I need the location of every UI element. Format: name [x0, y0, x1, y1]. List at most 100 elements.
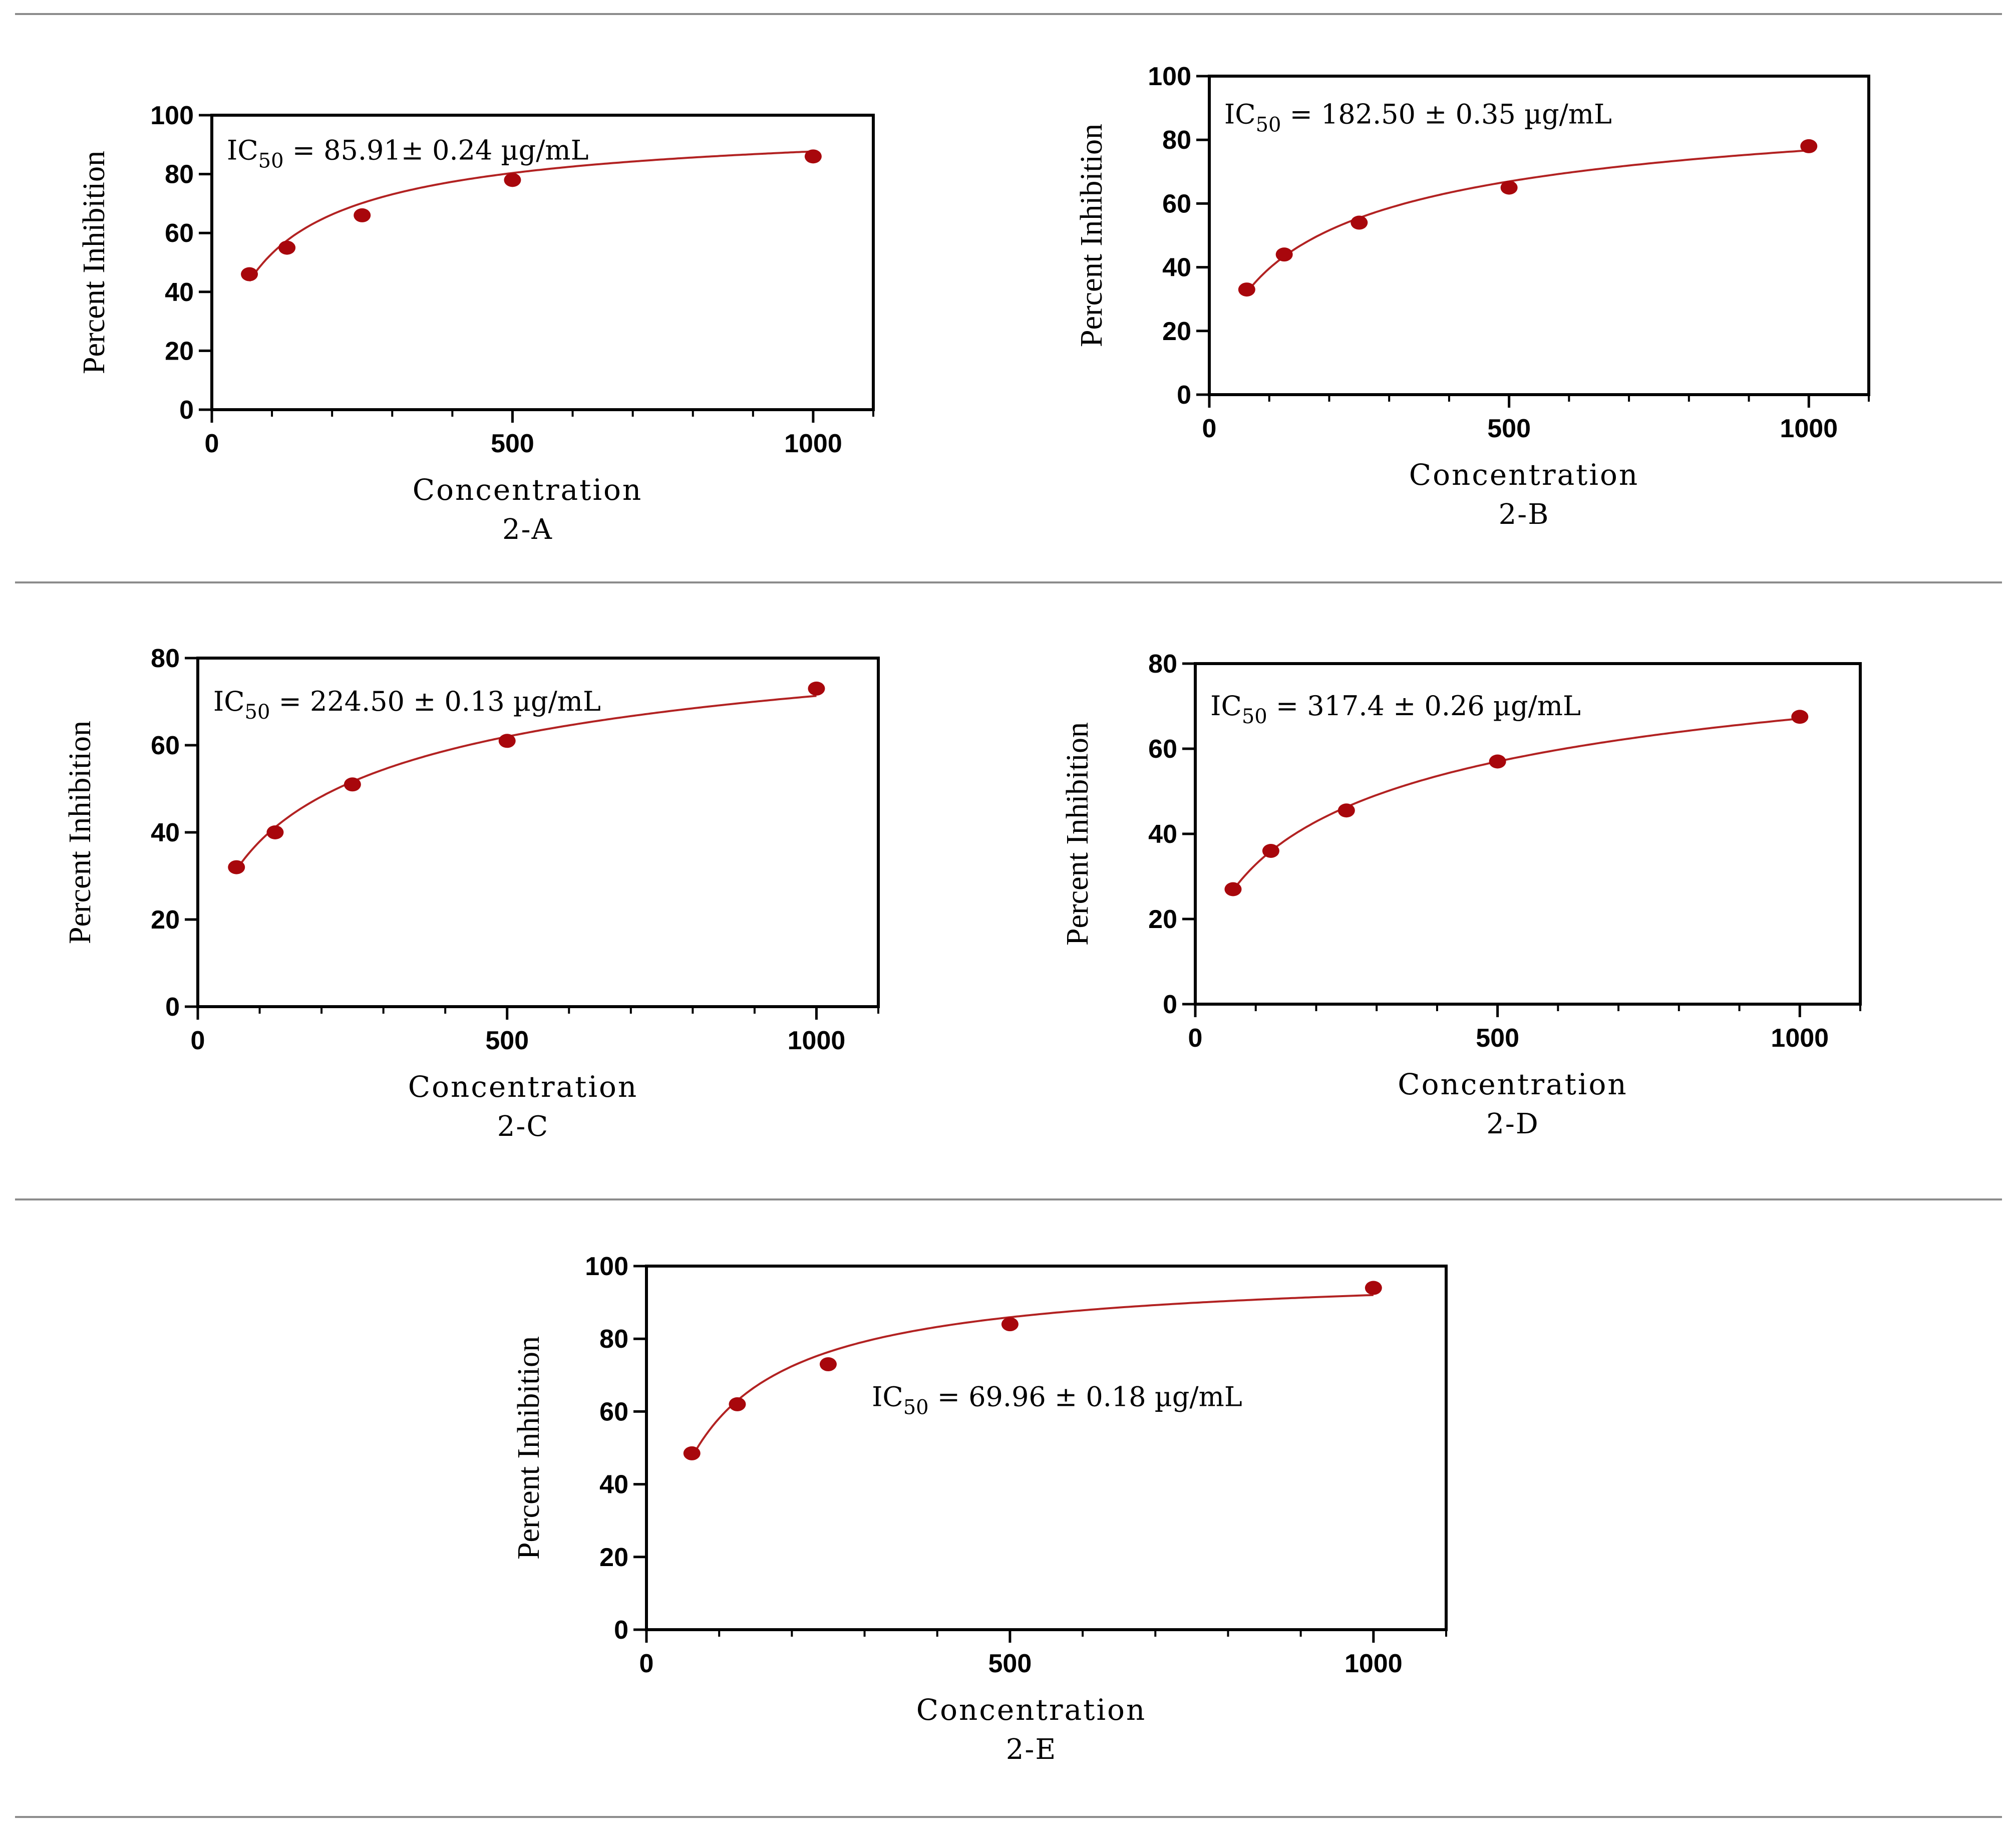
x-tick-label: 1000	[784, 429, 842, 458]
y-axis-title: Percent Inhibition	[1061, 722, 1095, 946]
data-point	[1238, 282, 1255, 297]
divider-lines	[15, 13, 2002, 1818]
ic50-prefix: IC	[227, 135, 258, 166]
x-tick-label: 0	[1202, 414, 1217, 443]
ic50-annotation: IC50 = 317.4 ± 0.26 µg/mL	[1210, 690, 1581, 728]
x-tick-label: 500	[491, 429, 534, 458]
ic50-value: = 69.96 ± 0.18 µg/mL	[929, 1381, 1242, 1412]
ic50-prefix: IC	[213, 686, 245, 717]
data-point	[1262, 844, 1279, 858]
y-axis-title: Percent Inhibition	[512, 1336, 546, 1560]
plot-frame	[645, 1265, 1448, 1631]
panel-label: 2-D	[1486, 1108, 1539, 1140]
data-point	[228, 860, 245, 874]
fit-curve	[1246, 149, 1809, 293]
ic50-subscript: 50	[258, 150, 284, 173]
ic50-value: = 85.91± 0.24 µg/mL	[284, 135, 589, 166]
y-tick-label: 100	[1148, 62, 1191, 91]
panel-label: 2-B	[1499, 498, 1550, 531]
x-tick-label: 1000	[1345, 1649, 1403, 1678]
panel-label: 2-E	[1006, 1733, 1057, 1766]
y-tick-label: 0	[1163, 990, 1177, 1019]
ic50-subscript: 50	[245, 701, 270, 724]
data-point	[819, 1357, 837, 1372]
data-point	[1500, 180, 1518, 195]
data-point	[504, 173, 521, 187]
data-point	[1365, 1281, 1382, 1295]
ic50-prefix: IC	[1224, 98, 1256, 130]
data-point	[1337, 803, 1355, 818]
data-point	[354, 208, 371, 222]
data-point	[241, 267, 258, 281]
y-tick-label: 80	[165, 160, 194, 189]
data-point	[1791, 710, 1809, 724]
plot-frame	[1208, 75, 1870, 396]
x-tick-label: 0	[1188, 1024, 1203, 1053]
data-point	[804, 149, 822, 164]
y-tick-label: 80	[1148, 650, 1177, 679]
x-axis-title: Concentration	[1398, 1067, 1628, 1101]
data-point	[1351, 215, 1368, 230]
data-point	[808, 681, 825, 696]
y-tick-label: 100	[585, 1252, 628, 1281]
ic50-subscript: 50	[903, 1396, 929, 1419]
y-tick-label: 40	[1148, 820, 1177, 849]
y-tick-label: 60	[1148, 735, 1177, 764]
data-point	[344, 777, 361, 792]
y-axis-title: Percent Inhibition	[63, 721, 97, 944]
ic50-value: = 317.4 ± 0.26 µg/mL	[1267, 690, 1581, 722]
x-axis-title: Concentration	[413, 473, 643, 507]
y-tick-label: 0	[165, 993, 180, 1022]
x-axis-title: Concentration	[1409, 458, 1639, 492]
y-tick-label: 20	[1162, 317, 1191, 346]
y-tick-label: 80	[599, 1325, 628, 1354]
x-tick-label: 500	[485, 1026, 529, 1055]
x-tick-label: 0	[191, 1026, 205, 1055]
ic50-annotation: IC50 = 182.50 ± 0.35 µg/mL	[1224, 98, 1612, 136]
x-tick-label: 500	[1476, 1024, 1519, 1053]
fit-curve	[248, 150, 813, 282]
data-point	[266, 825, 284, 839]
x-tick-label: 1000	[1771, 1024, 1829, 1053]
y-tick-label: 0	[1177, 381, 1191, 410]
data-point	[1224, 882, 1242, 896]
y-tick-label: 40	[1162, 253, 1191, 282]
x-axis-title: Concentration	[408, 1070, 638, 1104]
data-point	[498, 734, 516, 748]
ic50-prefix: IC	[1210, 690, 1242, 722]
data-point	[683, 1446, 701, 1460]
y-tick-label: 0	[179, 396, 194, 425]
y-tick-label: 20	[1148, 905, 1177, 934]
y-tick-label: 20	[151, 905, 180, 935]
data-point	[1800, 139, 1818, 153]
chart-2-c: 0 20 40 60 80 0 500 1000 IC50 = 224.50 ± 0.13 µg…	[63, 644, 880, 1143]
ic50-annotation: IC50 = 224.50 ± 0.13 µg/mL	[213, 686, 601, 724]
y-tick-label: 40	[165, 278, 194, 307]
x-tick-label: 1000	[788, 1026, 846, 1055]
ic50-subscript: 50	[1242, 705, 1267, 728]
plot-frame	[210, 114, 875, 411]
x-tick-label: 1000	[1780, 414, 1838, 443]
y-tick-label: 100	[150, 101, 194, 130]
y-tick-label: 20	[599, 1543, 628, 1572]
y-tick-label: 60	[165, 219, 194, 248]
x-tick-label: 500	[1487, 414, 1531, 443]
ic50-prefix: IC	[872, 1381, 903, 1412]
fit-curve	[691, 1294, 1374, 1458]
data-point	[278, 240, 296, 255]
data-point	[729, 1397, 746, 1411]
fit-curve	[235, 695, 817, 870]
y-tick-label: 60	[599, 1397, 628, 1426]
ic50-annotation: IC50 = 85.91± 0.24 µg/mL	[227, 135, 588, 173]
y-tick-label: 0	[614, 1616, 628, 1645]
y-tick-label: 40	[599, 1470, 628, 1499]
panel-label: 2-A	[502, 513, 553, 546]
panel-label: 2-C	[497, 1110, 549, 1143]
data-point	[1275, 247, 1293, 262]
y-tick-label: 80	[151, 644, 180, 673]
y-axis-title: Percent Inhibition	[77, 151, 111, 374]
data-point	[1489, 754, 1506, 769]
